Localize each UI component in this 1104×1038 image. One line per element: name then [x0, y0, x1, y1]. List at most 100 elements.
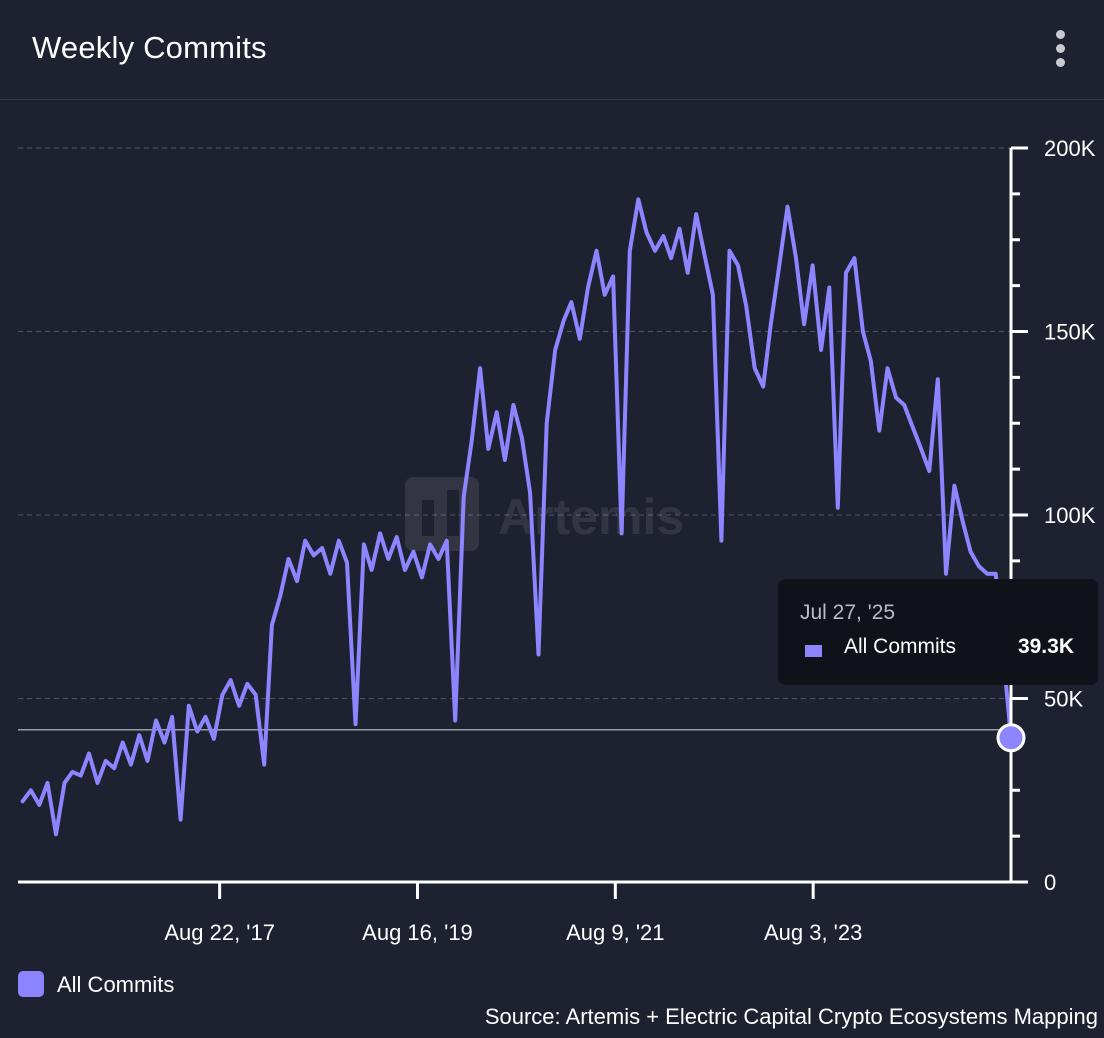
- data-point: [62, 781, 66, 785]
- data-point: [528, 491, 532, 495]
- data-point: [603, 293, 607, 297]
- data-point: [245, 682, 249, 686]
- menu-dot: [1056, 44, 1065, 53]
- data-point: [362, 542, 366, 546]
- menu-dot: [1056, 58, 1065, 67]
- data-point: [620, 531, 624, 535]
- data-point: [719, 539, 723, 543]
- data-point: [545, 421, 549, 425]
- data-point: [503, 458, 507, 462]
- hover-point-marker[interactable]: [996, 723, 1026, 753]
- data-point: [337, 539, 341, 543]
- data-point: [785, 205, 789, 209]
- data-point: [478, 366, 482, 370]
- data-point: [287, 557, 291, 561]
- data-point: [578, 337, 582, 341]
- data-point: [70, 770, 74, 774]
- data-point: [146, 759, 150, 763]
- data-point: [952, 484, 956, 488]
- legend-swatch-all-commits[interactable]: [18, 971, 44, 997]
- data-point: [852, 256, 856, 260]
- data-point: [694, 212, 698, 216]
- data-point: [320, 546, 324, 550]
- data-point: [936, 377, 940, 381]
- x-tick-label: Aug 16, '19: [362, 920, 473, 945]
- menu-dot: [1056, 30, 1065, 39]
- data-point: [869, 359, 873, 363]
- data-point: [437, 557, 441, 561]
- tooltip-series-name: All Commits: [844, 635, 957, 658]
- data-point: [129, 763, 133, 767]
- data-point: [977, 564, 981, 568]
- data-point: [894, 396, 898, 400]
- data-point: [586, 285, 590, 289]
- data-point: [428, 542, 432, 546]
- axes: 0 50K 100K 150K 200K Aug 22, '17 Aug 16, '19 Au…: [18, 136, 1096, 945]
- data-point: [985, 572, 989, 576]
- data-point: [686, 271, 690, 275]
- kebab-menu-icon[interactable]: [1048, 26, 1074, 72]
- data-point: [303, 539, 307, 543]
- chart-header: Weekly Commits: [0, 0, 1104, 100]
- data-point: [520, 436, 524, 440]
- data-point: [470, 440, 474, 444]
- x-tick-label: Aug 9, '21: [566, 920, 664, 945]
- y-tick-label: 100K: [1044, 503, 1096, 528]
- data-point: [203, 715, 207, 719]
- data-point: [411, 550, 415, 554]
- data-point: [844, 271, 848, 275]
- data-point: [29, 788, 33, 792]
- data-point: [836, 506, 840, 510]
- data-point: [278, 594, 282, 598]
- data-point: [87, 752, 91, 756]
- data-point: [112, 766, 116, 770]
- data-point: [54, 832, 58, 836]
- data-point: [353, 722, 357, 726]
- data-point: [661, 234, 665, 238]
- data-point: [420, 575, 424, 579]
- data-point: [46, 781, 50, 785]
- data-point: [777, 263, 781, 267]
- data-point: [653, 249, 657, 253]
- data-point: [644, 230, 648, 234]
- data-point: [877, 429, 881, 433]
- data-point: [537, 652, 541, 656]
- data-point: [378, 531, 382, 535]
- line-chart[interactable]: Artemis 0 50K 100K 150K 200K Aug 22, '17 Aug 1…: [0, 100, 1104, 970]
- data-point: [969, 550, 973, 554]
- data-point: [919, 447, 923, 451]
- data-point: [270, 623, 274, 627]
- data-point: [295, 579, 299, 583]
- data-point: [462, 495, 466, 499]
- data-point: [79, 774, 83, 778]
- data-point: [927, 469, 931, 473]
- y-tick-label: 0: [1044, 870, 1056, 895]
- data-point: [819, 348, 823, 352]
- data-point: [736, 263, 740, 267]
- data-point: [96, 781, 100, 785]
- data-point: [761, 385, 765, 389]
- data-point: [562, 318, 566, 322]
- data-point: [702, 252, 706, 256]
- data-point: [802, 322, 806, 326]
- series-line-all-commits: [20, 197, 1013, 837]
- data-point: [861, 330, 865, 334]
- data-point: [187, 704, 191, 708]
- data-point: [21, 799, 25, 803]
- data-point: [403, 568, 407, 572]
- watermark-text: Artemis: [498, 489, 684, 545]
- data-point: [678, 227, 682, 231]
- legend-label[interactable]: All Commits: [57, 972, 175, 997]
- data-point: [511, 403, 515, 407]
- data-point: [811, 263, 815, 267]
- data-point: [453, 719, 457, 723]
- tooltip-series-swatch: [805, 645, 822, 657]
- data-point: [944, 572, 948, 576]
- data-point: [37, 803, 41, 807]
- data-point: [636, 197, 640, 201]
- data-point: [495, 410, 499, 414]
- x-tick-label: Aug 3, '23: [764, 920, 862, 945]
- data-point: [569, 300, 573, 304]
- x-tick-label: Aug 22, '17: [164, 920, 275, 945]
- data-point: [162, 741, 166, 745]
